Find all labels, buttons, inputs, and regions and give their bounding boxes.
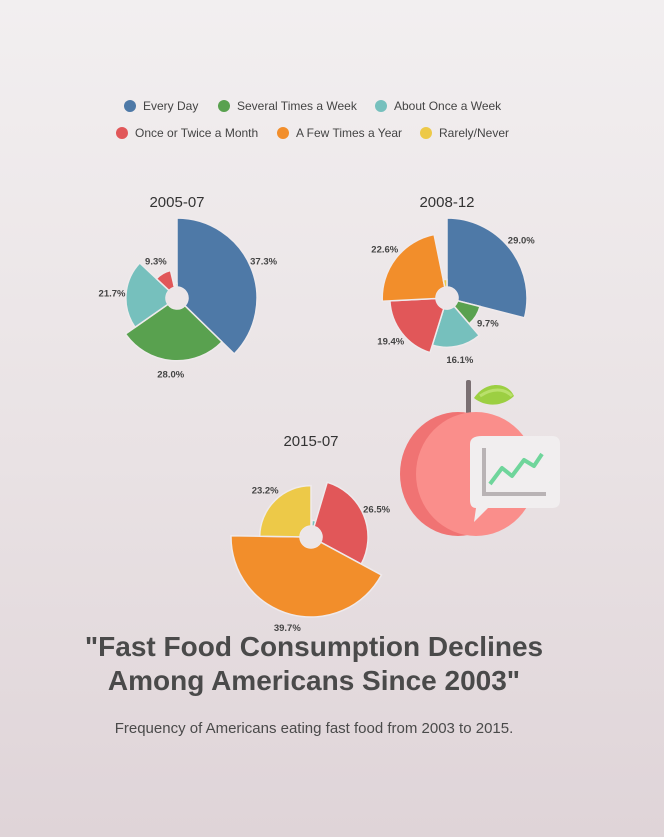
pie-chart-2008-12: 2008-12 29.0% 9.7% 16.1% 19.4% 22.6% bbox=[371, 194, 535, 366]
legend: Every Day Several Times a Week About Once … bbox=[0, 0, 664, 160]
legend-swatch bbox=[124, 100, 136, 112]
legend-label: About Once a Week bbox=[394, 99, 502, 113]
data-label: 9.3% bbox=[145, 256, 167, 267]
apple-chart-icon bbox=[400, 380, 560, 536]
legend-swatch bbox=[375, 100, 387, 112]
chart-subtitle: Frequency of Americans eating fast food … bbox=[114, 720, 514, 737]
legend-swatch bbox=[218, 100, 230, 112]
pie-slice bbox=[442, 278, 448, 289]
pie-center-hole bbox=[166, 287, 188, 309]
legend-item: A Few Times a Year bbox=[277, 125, 402, 141]
data-label: 29.0% bbox=[508, 235, 535, 246]
pie-title: 2015-07 bbox=[283, 433, 338, 450]
data-label: 16.1% bbox=[446, 355, 473, 366]
legend-item: About Once a Week bbox=[375, 98, 501, 114]
data-label: 37.3% bbox=[250, 256, 277, 267]
data-label: 28.0% bbox=[157, 370, 184, 381]
data-label: 39.7% bbox=[274, 623, 301, 634]
data-label: 9.7% bbox=[477, 318, 499, 329]
legend-item: Every Day bbox=[124, 98, 198, 114]
pie-title: 2005-07 bbox=[149, 194, 204, 211]
pie-slice bbox=[174, 282, 178, 288]
legend-label: Several Times a Week bbox=[237, 99, 357, 113]
legend-swatch bbox=[116, 127, 128, 139]
legend-item: Several Times a Week bbox=[218, 98, 357, 114]
legend-label: Every Day bbox=[143, 99, 199, 113]
data-label: 19.4% bbox=[377, 337, 404, 348]
data-label: 23.2% bbox=[252, 485, 279, 496]
pie-chart-2015-07: 2015-07 26.5% 39.7% 23.2% bbox=[230, 433, 391, 634]
pie-chart-2005-07: 2005-07 37.3% 28.0% 21.7% 9.3% bbox=[99, 194, 278, 381]
pie-center-hole bbox=[436, 287, 458, 309]
data-label: 21.7% bbox=[99, 288, 126, 299]
legend-label: Rarely/Never bbox=[439, 126, 510, 140]
pie-title: 2008-12 bbox=[419, 194, 474, 211]
legend-swatch bbox=[277, 127, 289, 139]
legend-item: Once or Twice a Month bbox=[116, 125, 258, 141]
pie-center-hole bbox=[300, 526, 322, 548]
data-label: 26.5% bbox=[363, 505, 390, 516]
legend-label: A Few Times a Year bbox=[296, 126, 403, 140]
legend-swatch bbox=[420, 127, 432, 139]
data-label: 22.6% bbox=[371, 245, 398, 256]
legend-item: Rarely/Never bbox=[420, 125, 509, 141]
chart-title: "Fast Food Consumption Declines Among Ame… bbox=[84, 631, 544, 696]
legend-label: Once or Twice a Month bbox=[135, 126, 259, 140]
